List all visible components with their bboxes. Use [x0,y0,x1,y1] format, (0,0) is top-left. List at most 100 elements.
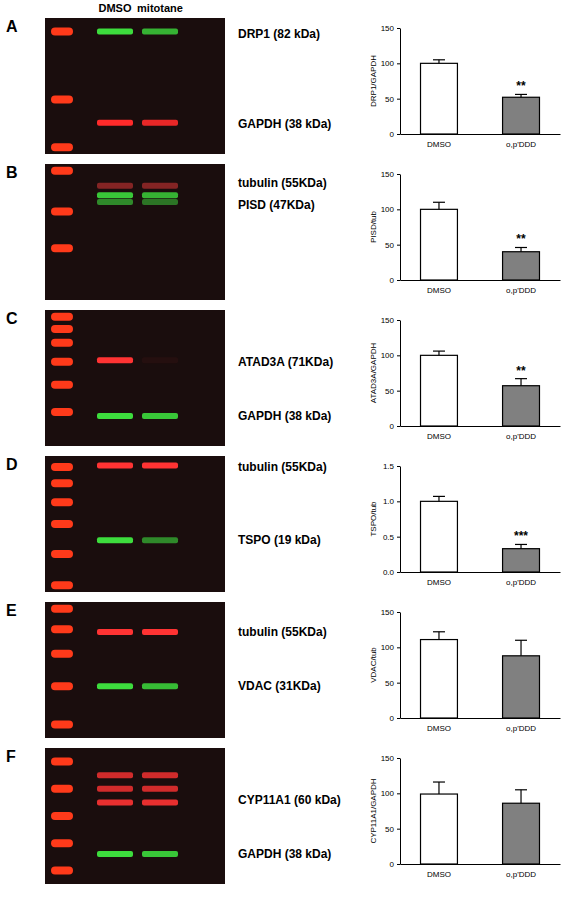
axis-line [401,864,561,865]
y-axis: 0.00.51.01.5 [383,462,401,577]
error-bar [515,544,527,548]
ladder-band [51,381,73,389]
tick-mark [397,245,400,246]
blot-band [142,120,178,126]
tick-label: DMSO [427,578,451,587]
ladder-band [51,605,73,613]
y-axis: 050100150 [381,316,401,431]
blot-band [142,537,178,543]
y-axis: 050100150 [381,24,401,139]
tick-label: 50 [385,387,394,396]
axis-line [400,613,401,719]
tick-mark [397,174,400,175]
axis-line [401,572,561,573]
blot-band [97,29,133,35]
significance: ** [516,232,526,246]
tick-label: 150 [381,316,395,325]
y-tick: 150 [381,608,400,617]
blot-background [45,310,225,446]
tick-mark [397,537,400,538]
blot-background [45,748,225,884]
tick-label: 50 [385,679,394,688]
tick-label: o,p'DDD [506,578,536,587]
error-stem [520,640,521,656]
blot-band [142,851,178,857]
blot-band [142,463,178,469]
ladder-band [51,28,73,36]
blot-label: GAPDH (38 kDa) [238,117,331,131]
blot-band [142,199,178,205]
x-axis: DMSO o,p'DDD [401,280,561,295]
blot-background [45,18,225,154]
ladder-band [51,520,73,528]
y-tick: 0 [390,130,400,139]
y-tick: 1.5 [383,462,400,471]
tick-label: DMSO [427,724,451,733]
tick-label: 0 [390,276,395,285]
y-axis-title: TSPO/tub [369,501,378,537]
tick-mark [397,209,400,210]
error-stem [520,247,521,251]
bar [503,803,540,864]
blot-label: DRP1 (82 kDa) [238,27,320,41]
significance: *** [514,529,528,543]
y-tick: 150 [381,316,400,325]
tick-label: o,p'DDD [506,870,536,879]
blot-band [142,772,178,778]
blot-band [97,629,133,635]
ladder-band [51,167,73,175]
ladder-band [51,812,73,820]
error-cap [515,378,527,379]
axis-line [400,759,401,865]
ladder-band [51,463,73,471]
lane-label: mitotane [137,2,183,14]
x-tick: DMSO [427,572,451,587]
blot-band [142,799,178,805]
blot-background [45,456,225,592]
blot-band [97,120,133,126]
error-cap [433,202,445,203]
tick-mark [397,134,400,135]
blot-label: tubulin (55KDa) [238,176,327,190]
x-tick: DMSO [427,718,451,733]
y-tick: 0 [390,422,400,431]
bar [421,794,458,864]
tick-label: 100 [381,643,395,652]
tick-label: DMSO [427,432,451,441]
y-tick: 50 [385,241,400,250]
blot-image [45,18,225,154]
blot-band [97,463,133,469]
axis-line [400,175,401,281]
blot-band [142,357,178,363]
tick-mark [397,758,400,759]
blot-band [97,357,133,363]
panel: ADRP1 (82 kDa)GAPDH (38 kDa)050100150DMS… [6,18,561,154]
tick-mark [397,355,400,356]
blot-band [97,772,133,778]
x-axis: DMSOo,p'DDD [401,134,561,149]
tick-label: DMSO [427,286,451,295]
blot-band [142,413,178,419]
tick-mark [397,280,400,281]
tick-mark [397,864,400,865]
blot-band [142,192,178,198]
panel-letter: C [6,310,18,327]
blot-image [45,456,225,592]
ladder-band [51,96,73,104]
y-tick: 150 [381,24,400,33]
panel-letter: E [6,602,17,619]
tick-mark [397,63,400,64]
ladder-band [51,720,73,728]
y-axis-title: DRP1/GAPDH [369,55,378,107]
y-tick: 100 [381,205,400,214]
y-tick: 150 [381,754,400,763]
x-tick: o,p'DDD [506,280,536,295]
x-tick: o,p'DDD [506,426,536,441]
error-bar [433,202,445,209]
tick-mark [397,647,400,648]
tick-label: DMSO [427,870,451,879]
tick-label: 50 [385,825,394,834]
error-bar [433,60,445,64]
axis-line [400,321,401,427]
y-tick: 50 [385,825,400,834]
